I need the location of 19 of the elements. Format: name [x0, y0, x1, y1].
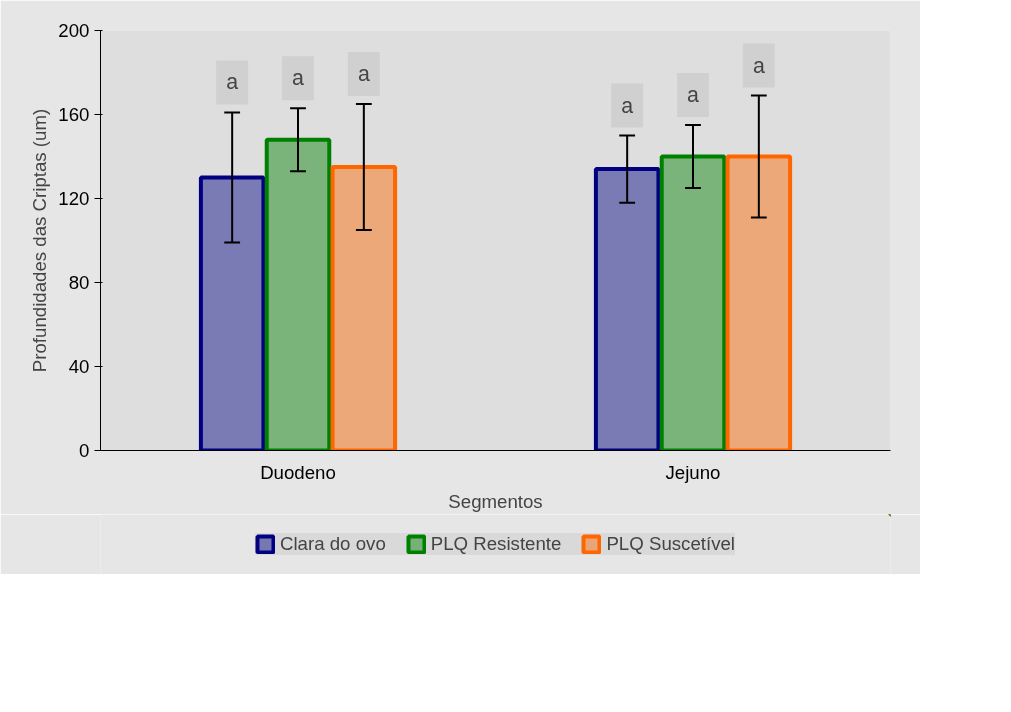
legend-label: Clara do ovo	[279, 533, 386, 555]
annotation: a	[292, 66, 305, 91]
annotation: a	[752, 53, 765, 78]
y-axis-title: Profundidades das Criptas (um)	[29, 108, 51, 373]
annotation: a	[357, 62, 370, 86]
x-tick-label: Duodeno	[260, 461, 336, 483]
annotation: a	[687, 83, 700, 107]
annotation: a	[621, 93, 634, 118]
annotation: a	[226, 70, 239, 95]
y-tick-label: 0	[79, 440, 90, 461]
legend-label: PLQ Suscetível	[606, 533, 736, 555]
legend-label: PLQ Resistente	[430, 533, 562, 555]
y-tick-label: 120	[58, 188, 90, 209]
y-tick-label: 80	[68, 272, 90, 293]
y-tick-label: 160	[58, 104, 90, 125]
y-tick-label: 40	[68, 356, 90, 377]
x-axis-title: Segmentos	[448, 490, 543, 512]
y-tick-label: 200	[58, 20, 90, 41]
x-tick-label: Jejuno	[665, 461, 721, 483]
